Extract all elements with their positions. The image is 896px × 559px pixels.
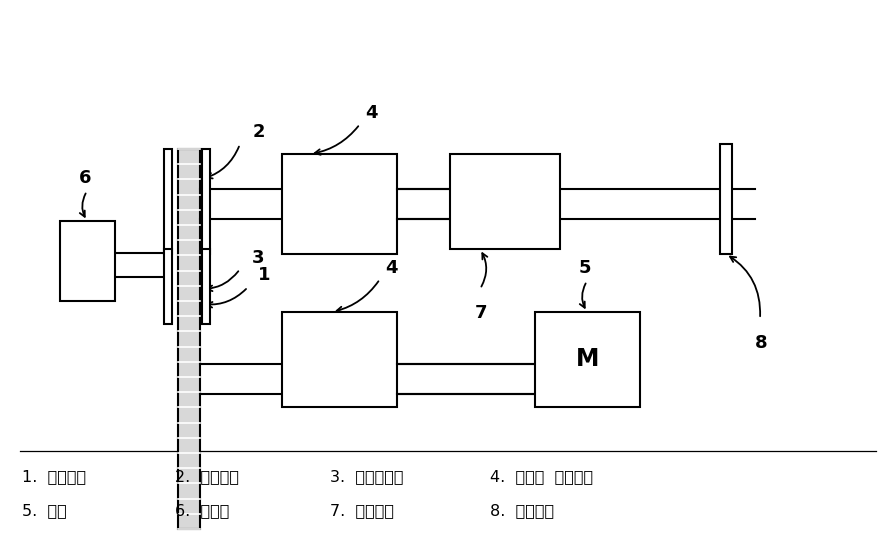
Text: 1.  구동풀리: 1. 구동풀리 [22,470,86,485]
Text: 7: 7 [475,304,487,322]
Bar [535,312,640,407]
Text: 8: 8 [755,334,768,352]
Text: 1: 1 [258,266,271,284]
Bar [60,221,115,301]
Text: 7.  토크센서: 7. 토크센서 [330,504,394,519]
Text: 2: 2 [253,123,265,141]
Bar [282,312,397,407]
Bar [164,249,172,324]
Text: 8.  부하장치: 8. 부하장치 [490,504,554,519]
Text: 4: 4 [365,104,377,122]
Bar [178,149,200,529]
Text: 6: 6 [79,169,91,187]
Text: 3.  타이밍벨트: 3. 타이밍벨트 [330,470,403,485]
Text: 4: 4 [385,259,398,277]
Bar [202,249,210,324]
Bar [282,154,397,254]
Text: 5.  모터: 5. 모터 [22,504,66,519]
Text: 2.  종동풀리: 2. 종동풀리 [175,470,239,485]
Text: 3: 3 [252,249,264,267]
Text: 6.  엔코더: 6. 엔코더 [175,504,229,519]
Bar [202,149,210,254]
Text: 4.  헬리컬  스플라인: 4. 헬리컬 스플라인 [490,470,593,485]
Bar [164,149,172,254]
Bar [450,154,560,249]
Bar [720,144,732,254]
Text: 5: 5 [579,259,591,277]
Text: M: M [576,348,599,372]
